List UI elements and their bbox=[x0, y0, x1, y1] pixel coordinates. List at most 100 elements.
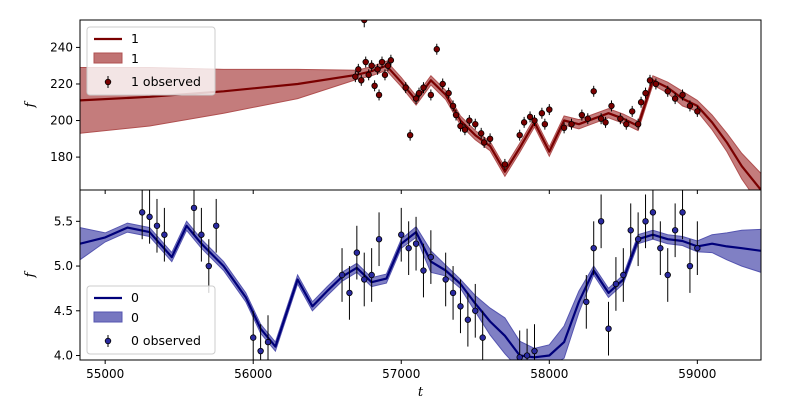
observed-point bbox=[406, 131, 414, 139]
observed-point bbox=[457, 122, 464, 130]
observed-point bbox=[338, 271, 346, 279]
x-tick-label: 59000 bbox=[678, 367, 716, 381]
legend-label-model: 1 bbox=[131, 31, 139, 46]
observed-point bbox=[355, 66, 362, 73]
legend-marker-swatch bbox=[104, 337, 112, 345]
y-tick-label: 180 bbox=[50, 150, 73, 164]
observed-point bbox=[612, 280, 620, 288]
panel-bottom bbox=[80, 190, 761, 360]
observed-point bbox=[516, 354, 523, 360]
observed-point bbox=[634, 120, 642, 128]
observed-point bbox=[679, 209, 686, 216]
observed-point bbox=[138, 209, 146, 216]
legend-top: 1 1 1 observed bbox=[86, 26, 216, 96]
legend-label-observed: 0 observed bbox=[131, 333, 201, 348]
observed-point bbox=[679, 91, 686, 99]
observed-point bbox=[501, 161, 509, 168]
observed-point bbox=[637, 99, 645, 106]
observed-point bbox=[381, 71, 389, 79]
x-axis-label: t bbox=[418, 385, 424, 400]
panel-top bbox=[80, 20, 761, 190]
observed-point bbox=[427, 91, 435, 99]
observed-point bbox=[671, 227, 679, 234]
y-tick-label: 4.5 bbox=[54, 304, 73, 318]
observed-point bbox=[597, 115, 605, 122]
observed-point bbox=[686, 262, 694, 270]
observed-point bbox=[466, 117, 473, 124]
observed-point bbox=[664, 271, 671, 279]
observed-point bbox=[365, 71, 372, 79]
y-tick-label: 4.0 bbox=[54, 349, 73, 363]
y-tick-label: 220 bbox=[50, 77, 73, 91]
observed-point bbox=[445, 89, 452, 97]
legend-band-swatch bbox=[93, 311, 123, 323]
observed-point bbox=[531, 117, 538, 124]
observed-point bbox=[412, 95, 420, 102]
observed-point bbox=[568, 120, 575, 128]
x-tick-label: 57000 bbox=[382, 367, 420, 381]
legend-label-model: 0 bbox=[131, 290, 139, 305]
observed-point bbox=[190, 204, 198, 212]
observed-point bbox=[368, 62, 375, 69]
observed-point bbox=[375, 236, 383, 243]
observed-point bbox=[583, 298, 590, 306]
observed-point bbox=[457, 303, 464, 310]
observed-point bbox=[526, 113, 534, 121]
observed-point bbox=[257, 347, 264, 355]
observed-point bbox=[398, 231, 405, 238]
observed-point bbox=[384, 62, 392, 69]
observed-point bbox=[198, 231, 205, 238]
observed-point bbox=[250, 334, 257, 341]
observed-point bbox=[146, 213, 153, 221]
observed-point bbox=[161, 231, 168, 238]
observed-point bbox=[584, 115, 591, 122]
legend-band-swatch bbox=[93, 52, 123, 64]
observed-point bbox=[634, 236, 642, 243]
y-axis-label: f bbox=[23, 100, 38, 108]
observed-point bbox=[375, 91, 383, 99]
observed-point bbox=[541, 120, 549, 128]
legend-bottom: 0 0 0 observed bbox=[86, 285, 216, 355]
observed-point bbox=[627, 227, 634, 234]
observed-point bbox=[442, 276, 449, 283]
observed-point bbox=[153, 222, 161, 229]
y-tick-label: 200 bbox=[50, 114, 73, 128]
observed-point bbox=[480, 139, 488, 146]
legend-box bbox=[86, 26, 216, 96]
observed-point bbox=[361, 276, 368, 283]
y-tick-label: 5.0 bbox=[54, 259, 73, 273]
observed-point bbox=[353, 249, 361, 256]
observed-point bbox=[649, 209, 657, 216]
legend-label-observed: 1 observed bbox=[131, 74, 201, 89]
observed-point bbox=[642, 218, 649, 225]
x-tick-label: 55000 bbox=[86, 367, 124, 381]
observed-point bbox=[358, 77, 365, 84]
observed-point bbox=[629, 108, 636, 115]
x-tick-label: 56000 bbox=[234, 367, 272, 381]
observed-point bbox=[686, 102, 694, 110]
observed-point bbox=[486, 135, 494, 143]
observed-point bbox=[439, 80, 446, 88]
observed-point bbox=[415, 89, 423, 97]
observed-point bbox=[597, 218, 605, 225]
axes-frame-bottom bbox=[79, 189, 762, 361]
observed-point bbox=[608, 102, 615, 110]
observed-point bbox=[646, 77, 654, 84]
observed-point bbox=[402, 84, 409, 91]
observed-point bbox=[578, 111, 586, 119]
observed-point bbox=[477, 130, 485, 137]
observed-point bbox=[523, 352, 531, 359]
observed-point bbox=[560, 124, 568, 132]
observed-point bbox=[405, 244, 412, 252]
band-bottom bbox=[80, 220, 761, 360]
observed-point bbox=[412, 240, 420, 247]
observed-point bbox=[605, 325, 612, 332]
observed-point bbox=[449, 289, 457, 297]
observed-point bbox=[652, 80, 660, 88]
observed-point bbox=[694, 244, 701, 252]
y-tick-label: 240 bbox=[50, 40, 73, 54]
y-tick-label: 5.5 bbox=[54, 214, 73, 228]
observed-point bbox=[264, 338, 272, 346]
legend-marker-swatch bbox=[104, 78, 112, 86]
x-tick-label: 58000 bbox=[530, 367, 568, 381]
